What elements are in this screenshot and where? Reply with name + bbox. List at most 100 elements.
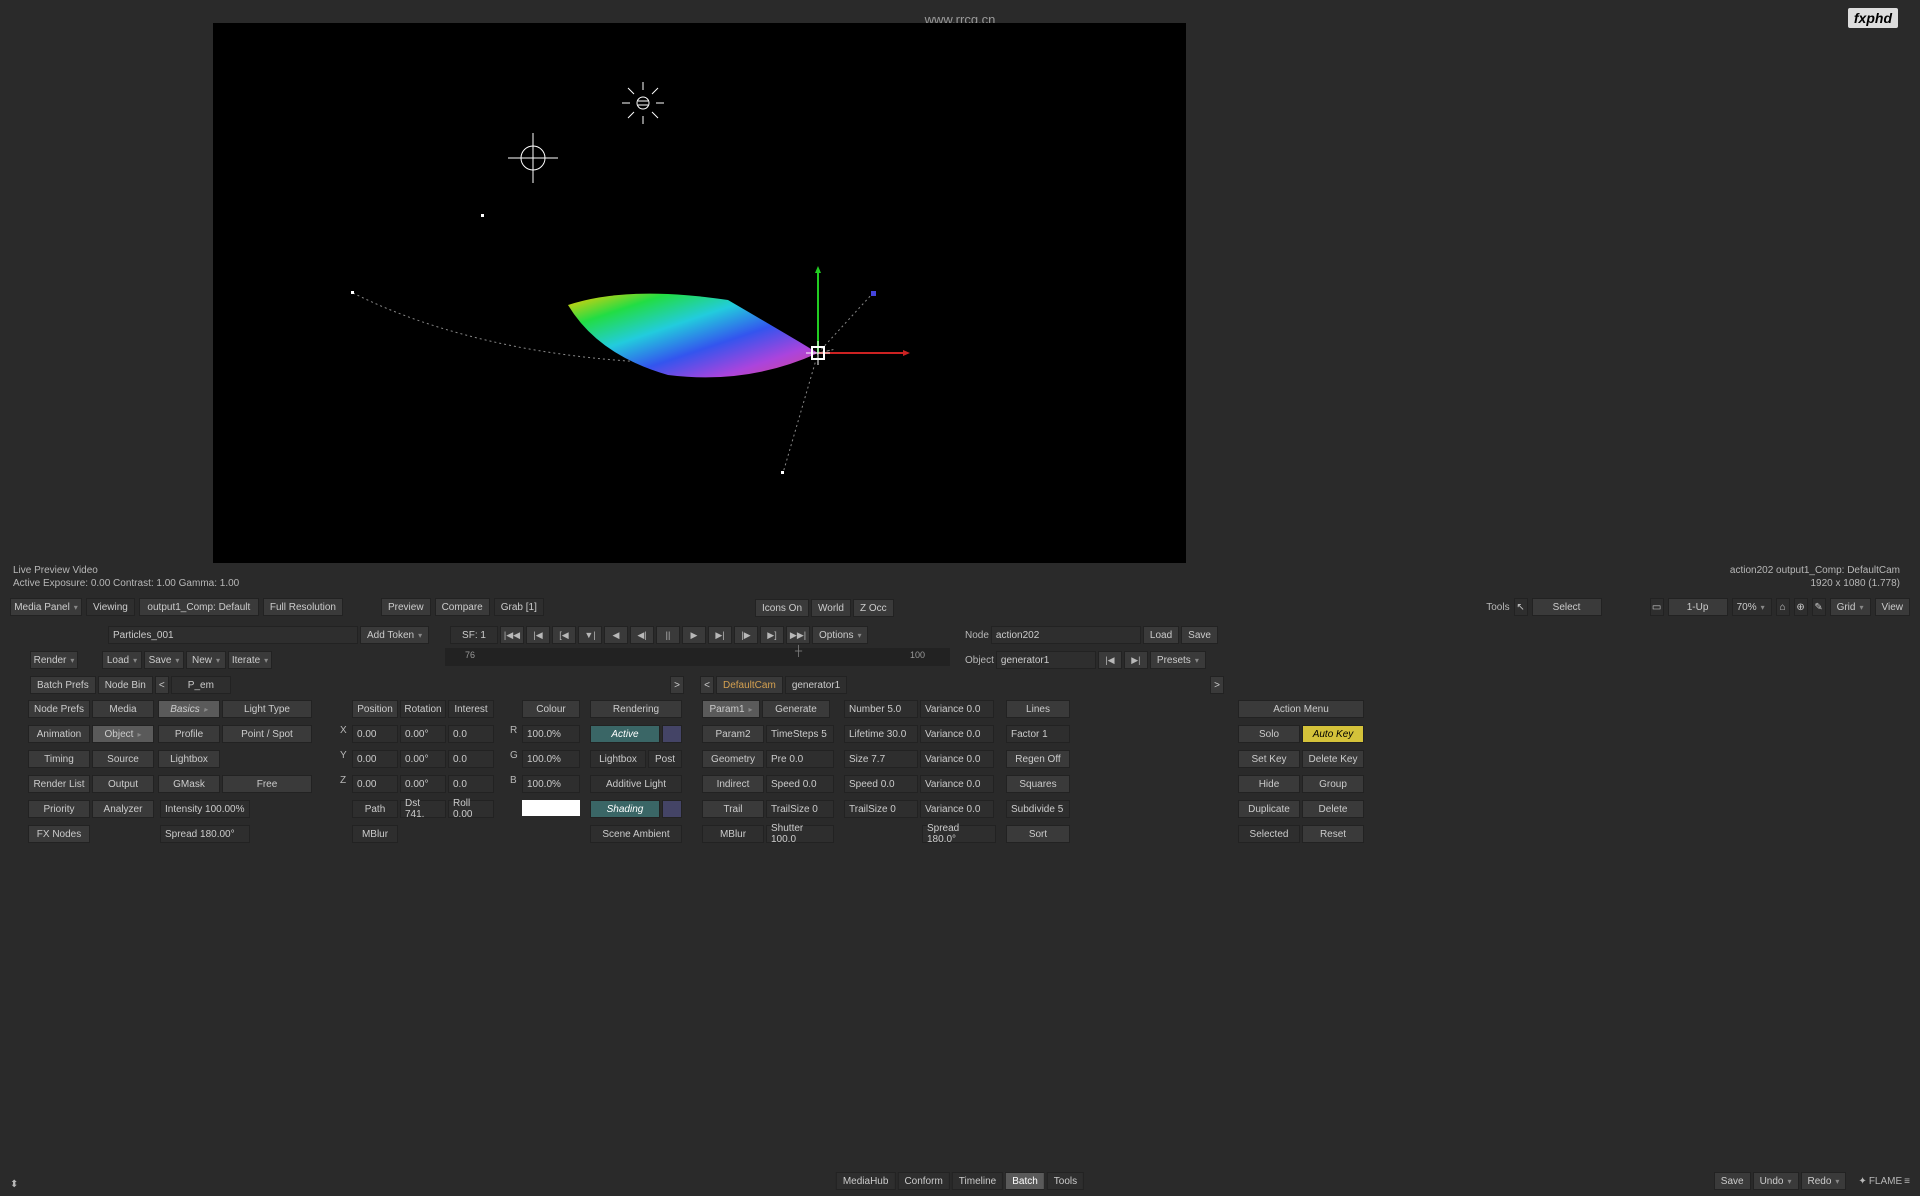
animation-button[interactable]: Animation — [28, 725, 90, 743]
cursor-icon[interactable]: ↖ — [1514, 598, 1528, 616]
tab-prev-button[interactable]: < — [155, 676, 169, 694]
factor-field[interactable]: Factor 1 — [1006, 725, 1070, 743]
next-key-button[interactable]: ▶] — [760, 626, 784, 644]
viewport-3d[interactable] — [213, 23, 1186, 563]
size-field[interactable]: Size 7.7 — [844, 750, 918, 768]
resolution-button[interactable]: Full Resolution — [263, 598, 343, 616]
trail-button[interactable]: Trail — [702, 800, 764, 818]
analyzer-button[interactable]: Analyzer — [92, 800, 154, 818]
trailsize-field[interactable]: TrailSize 0 — [766, 800, 834, 818]
load-button[interactable]: Load — [1143, 626, 1179, 644]
dst-field[interactable]: Dst 741. — [400, 800, 446, 818]
frame-fwd-button[interactable]: ▶| — [708, 626, 732, 644]
frame-back-button[interactable]: ◀ — [604, 626, 628, 644]
spread2-field[interactable]: Spread 180.0° — [922, 825, 996, 843]
free-button[interactable]: Free — [222, 775, 312, 793]
step-back-button[interactable]: ▼| — [578, 626, 602, 644]
iterate-dropdown[interactable]: Iterate — [228, 651, 272, 669]
object-input[interactable]: generator1 — [996, 651, 1096, 669]
var5-field[interactable]: Variance 0.0 — [920, 800, 994, 818]
intensity-field[interactable]: Intensity 100.00% — [160, 800, 250, 818]
delete-button[interactable]: Delete — [1302, 800, 1364, 818]
object-dropdown[interactable]: Object — [92, 725, 154, 743]
fit-icon[interactable]: ⊕ — [1794, 598, 1808, 616]
z-pos[interactable]: 0.00 — [352, 775, 398, 793]
group-button[interactable]: Group — [1302, 775, 1364, 793]
auto-key-toggle[interactable]: Auto Key — [1302, 725, 1364, 743]
tab-generator1[interactable]: generator1 — [785, 676, 847, 694]
play-button[interactable]: ▶ — [682, 626, 706, 644]
g-field[interactable]: 100.0% — [522, 750, 580, 768]
prev-key-button[interactable]: |◀ — [526, 626, 550, 644]
shutter-field[interactable]: Shutter 100.0 — [766, 825, 834, 843]
play-back-button[interactable]: ◀| — [630, 626, 654, 644]
x-int[interactable]: 0.0 — [448, 725, 494, 743]
indirect-button[interactable]: Indirect — [702, 775, 764, 793]
y-pos[interactable]: 0.00 — [352, 750, 398, 768]
goto-end-button[interactable]: ▶▶| — [786, 626, 810, 644]
spread-field[interactable]: Spread 180.00° — [160, 825, 250, 843]
z-int[interactable]: 0.0 — [448, 775, 494, 793]
b-field[interactable]: 100.0% — [522, 775, 580, 793]
goto-start-button[interactable]: |◀◀ — [500, 626, 524, 644]
comp-name[interactable]: output1_Comp: Default — [139, 598, 259, 616]
render-list-button[interactable]: Render List — [28, 775, 90, 793]
reset-button[interactable]: Reset — [1302, 825, 1364, 843]
var4-field[interactable]: Variance 0.0 — [920, 775, 994, 793]
generate-button[interactable]: Generate — [762, 700, 830, 718]
post-tab[interactable]: Post — [648, 750, 682, 768]
priority-button[interactable]: Priority — [28, 800, 90, 818]
mblur2-button[interactable]: MBlur — [702, 825, 764, 843]
param2-button[interactable]: Param2 — [702, 725, 764, 743]
mblur-button[interactable]: MBlur — [352, 825, 398, 843]
oneup-button[interactable]: 1-Up — [1668, 598, 1728, 616]
roll-field[interactable]: Roll 0.00 — [448, 800, 494, 818]
tab-p-em[interactable]: P_em — [171, 676, 231, 694]
world-button[interactable]: World — [811, 599, 851, 617]
y-rot[interactable]: 0.00° — [400, 750, 446, 768]
timesteps-field[interactable]: TimeSteps 5 — [766, 725, 834, 743]
transform-gizmo[interactable] — [788, 258, 928, 388]
set-key-button[interactable]: Set Key — [1238, 750, 1300, 768]
obj-next-button[interactable]: ▶| — [1124, 651, 1148, 669]
view-button[interactable]: View — [1875, 598, 1911, 616]
additive-toggle[interactable]: Additive Light — [590, 775, 682, 793]
tab-default-cam[interactable]: DefaultCam — [716, 676, 783, 694]
menu-icon[interactable]: ≡ — [1904, 1176, 1910, 1187]
subdivide-field[interactable]: Subdivide 5 — [1006, 800, 1070, 818]
hide-button[interactable]: Hide — [1238, 775, 1300, 793]
start-frame[interactable]: SF: 1 — [450, 626, 498, 644]
geometry-button[interactable]: Geometry — [702, 750, 764, 768]
ts-field[interactable]: TrailSize 0 — [844, 800, 918, 818]
save-dropdown[interactable]: Save — [144, 651, 184, 669]
delete-key-button[interactable]: Delete Key — [1302, 750, 1364, 768]
cam-next-button[interactable]: > — [1210, 676, 1224, 694]
squares-button[interactable]: Squares — [1006, 775, 1070, 793]
profile-button[interactable]: Profile — [158, 725, 220, 743]
lightbox-tab[interactable]: Lightbox — [590, 750, 646, 768]
position-tab[interactable]: Position — [352, 700, 398, 718]
param1-dropdown[interactable]: Param1 — [702, 700, 760, 718]
timeline-ruler[interactable]: 76 100 ┼ — [445, 648, 950, 666]
pre-field[interactable]: Pre 0.0 — [766, 750, 834, 768]
var3-field[interactable]: Variance 0.0 — [920, 750, 994, 768]
solo-button[interactable]: Solo — [1238, 725, 1300, 743]
number-field[interactable]: Number 5.0 — [844, 700, 918, 718]
expand-icon[interactable]: ⬍ — [10, 1179, 18, 1190]
y-int[interactable]: 0.0 — [448, 750, 494, 768]
tab-batch[interactable]: Batch — [1005, 1172, 1045, 1190]
duplicate-button[interactable]: Duplicate — [1238, 800, 1300, 818]
step-fwd-button[interactable]: |▶ — [734, 626, 758, 644]
save-button[interactable]: Save — [1181, 626, 1218, 644]
active-toggle[interactable]: Active — [590, 725, 660, 743]
clip-name-input[interactable]: Particles_001 — [108, 626, 358, 644]
var1-field[interactable]: Variance 0.0 — [920, 700, 994, 718]
load-dropdown[interactable]: Load — [102, 651, 142, 669]
fx-nodes-button[interactable]: FX Nodes — [28, 825, 90, 843]
speed-field[interactable]: Speed 0.0 — [766, 775, 834, 793]
tab-conform[interactable]: Conform — [897, 1172, 949, 1190]
zocc-button[interactable]: Z Occ — [853, 599, 894, 617]
obj-prev-button[interactable]: |◀ — [1098, 651, 1122, 669]
point-spot-button[interactable]: Point / Spot — [222, 725, 312, 743]
compare-button[interactable]: Compare — [435, 598, 490, 616]
